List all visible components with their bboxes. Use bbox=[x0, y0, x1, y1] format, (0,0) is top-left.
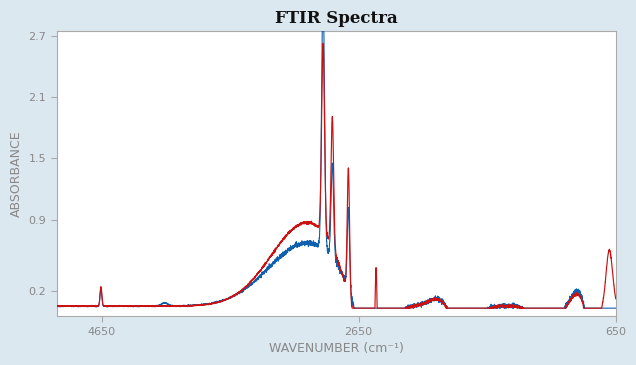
X-axis label: WAVENUMBER (cm⁻¹): WAVENUMBER (cm⁻¹) bbox=[269, 342, 404, 355]
Title: FTIR Spectra: FTIR Spectra bbox=[275, 10, 398, 27]
Y-axis label: ABSORBANCE: ABSORBANCE bbox=[10, 130, 23, 217]
